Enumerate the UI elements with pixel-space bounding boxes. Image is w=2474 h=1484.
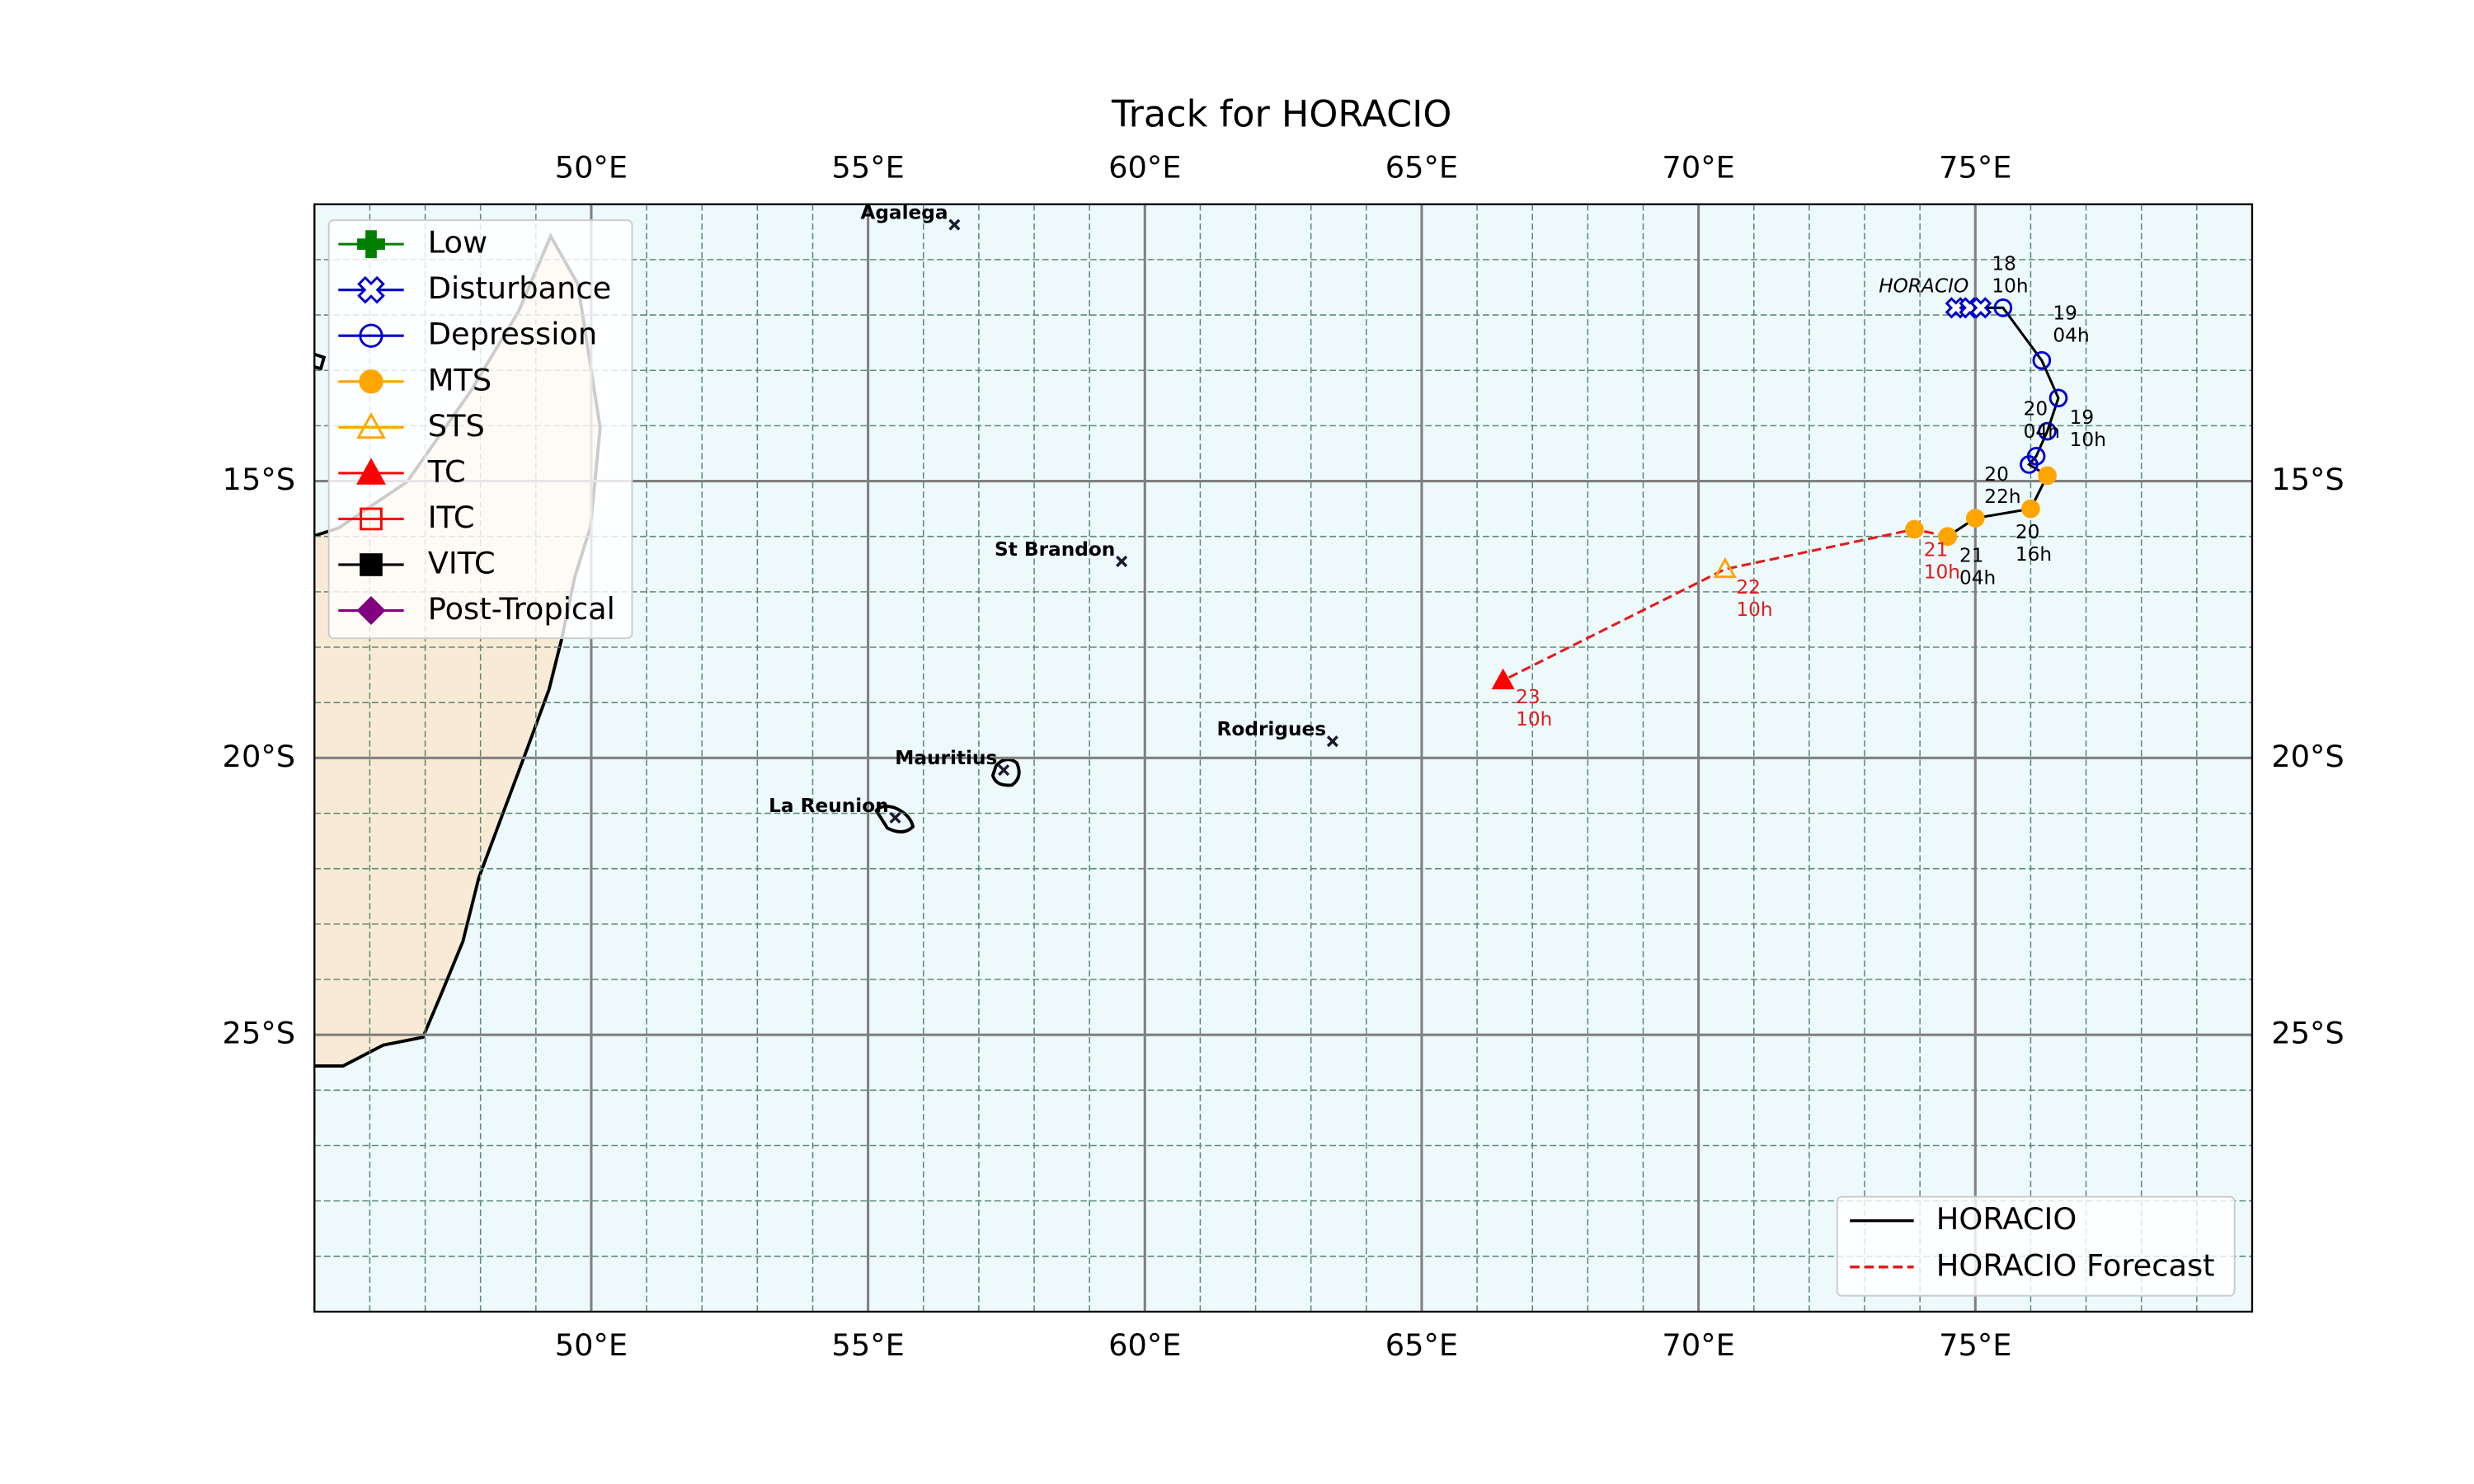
- legend-label: VITC: [428, 545, 496, 580]
- storm-label: HORACIO: [1879, 275, 1968, 298]
- marker: [1969, 297, 1992, 319]
- series-legend: HORACIO HORACIO Forecast: [1836, 1195, 2236, 1297]
- legend-box: [1836, 1195, 2236, 1297]
- point-label: 19: [2053, 303, 2077, 325]
- point-label: 21: [1924, 539, 1949, 561]
- point-label: 20: [2024, 398, 2048, 420]
- marker: [2020, 455, 2039, 474]
- mauritius-coast: [990, 758, 1021, 787]
- point-label: 21: [1959, 544, 1984, 566]
- place-marker: [948, 218, 961, 231]
- legend-label: HORACIO: [1936, 1201, 2077, 1237]
- y-tick-label: 15°S: [223, 462, 296, 497]
- marker: [2038, 421, 2057, 441]
- x-tick-label: 60°E: [1108, 150, 1181, 186]
- marker: [359, 369, 383, 394]
- x-tick-label: 75°E: [1939, 1327, 2011, 1363]
- x-tick-label: 65°E: [1385, 150, 1458, 186]
- marker: [1938, 527, 1958, 547]
- legend-label: TC: [427, 453, 466, 489]
- point-label: 23: [1516, 686, 1540, 708]
- legend-label: ITC: [428, 500, 475, 535]
- place-marker: [1326, 735, 1338, 748]
- legend-label: STS: [428, 408, 485, 444]
- legend-label: MTS: [428, 362, 492, 397]
- point-label: 10h: [1992, 275, 2028, 298]
- marker: [356, 458, 386, 485]
- x-tick-label: 65°E: [1385, 1327, 1458, 1363]
- stage-legend: Low Disturbance Depression MTS STS TC ITC VITC P…: [327, 219, 633, 640]
- point-label: 22h: [1984, 486, 2020, 508]
- marker: [357, 230, 385, 259]
- marker: [1491, 668, 1515, 690]
- place-label: Rodrigues: [1217, 718, 1327, 740]
- y-tick-label: 25°S: [223, 1016, 296, 1051]
- place-label: La Reunion: [769, 795, 889, 817]
- point-label: 16h: [2015, 543, 2052, 566]
- point-label: 20: [1984, 463, 2009, 486]
- place-label: Mauritius: [895, 747, 997, 769]
- marker: [2038, 466, 2057, 486]
- point-label: 10h: [1924, 561, 1960, 584]
- legend-label: HORACIO Forecast: [1936, 1247, 2215, 1283]
- y-tick-label: 15°S: [2271, 462, 2345, 497]
- x-tick-label: 50°E: [555, 150, 628, 186]
- marker: [357, 275, 385, 304]
- point-label: 19: [2070, 406, 2095, 429]
- x-tick-label: 60°E: [1108, 1327, 1181, 1363]
- track-line: [1502, 528, 1949, 682]
- point-label: 10h: [2070, 429, 2106, 451]
- place-marker: [1116, 555, 1128, 567]
- tracks: [1491, 297, 2068, 690]
- point-label: 10h: [1736, 599, 1772, 621]
- point-label: 04h: [1959, 567, 1996, 589]
- marker: [2032, 350, 2052, 370]
- map-frame: [313, 203, 2254, 1313]
- point-label: 20: [2015, 521, 2040, 543]
- marker: [356, 595, 386, 626]
- labels: 50°E 50°E 55°E 55°E 60°E 60°E 65°E 65°E 70°E 70°E…: [223, 150, 2345, 1363]
- x-tick-label: 55°E: [831, 150, 904, 186]
- x-tick-label: 55°E: [831, 1327, 904, 1363]
- reunion-coast: [874, 805, 915, 834]
- x-tick-label: 70°E: [1662, 150, 1734, 186]
- place-label: St Brandon: [995, 538, 1115, 561]
- grid: [314, 204, 2252, 1312]
- x-tick-label: 75°E: [1939, 150, 2011, 186]
- coast-fragment: [314, 352, 327, 371]
- marker: [1993, 298, 2013, 317]
- chart-title: Track for HORACIO: [1111, 93, 1451, 135]
- point-label: 18: [1992, 253, 2016, 275]
- point-label: 10h: [1516, 708, 1552, 730]
- legend-label: Disturbance: [428, 270, 612, 306]
- legend-label: Low: [428, 225, 487, 261]
- point-label: 04h: [2053, 325, 2089, 347]
- point-label: 04h: [2024, 420, 2060, 443]
- marker: [2021, 499, 2040, 519]
- marker: [360, 507, 383, 531]
- marker: [359, 323, 383, 348]
- place-label: Agalega: [860, 202, 948, 224]
- point-label: 22: [1736, 576, 1761, 599]
- place-marker: [998, 764, 1010, 777]
- y-tick-label: 20°S: [223, 739, 296, 774]
- marker: [1713, 556, 1737, 579]
- marker: [1905, 519, 1924, 539]
- x-tick-label: 50°E: [555, 1327, 628, 1363]
- marker: [1965, 509, 1985, 528]
- marker: [356, 411, 386, 439]
- marker: [2048, 388, 2068, 408]
- y-tick-label: 25°S: [2271, 1016, 2345, 1051]
- place-marker: [889, 811, 901, 824]
- marker: [360, 553, 383, 576]
- legend-label: Post-Tropical: [428, 591, 615, 627]
- x-tick-label: 70°E: [1662, 1327, 1734, 1363]
- legend-label: Depression: [428, 317, 598, 352]
- y-tick-label: 20°S: [2271, 739, 2345, 774]
- legend-box: [327, 219, 633, 640]
